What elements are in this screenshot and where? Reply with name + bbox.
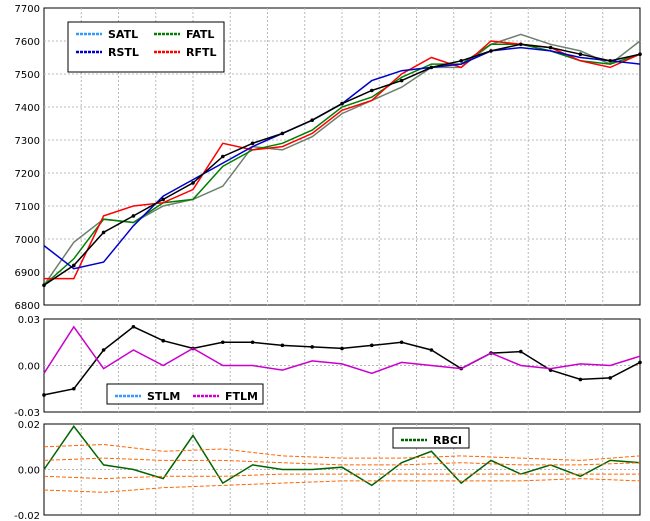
oscillator-y-tick-label: 0.03 <box>18 315 40 326</box>
price-series-price <box>43 33 641 286</box>
price-y-tick-label: 7200 <box>15 169 40 180</box>
price-point-satl <box>310 118 315 122</box>
rbci-y-tick-label: 0.02 <box>18 420 40 431</box>
oscillator-legend-box <box>106 383 264 405</box>
price-point-satl <box>459 59 464 63</box>
oscillator-point-stlm <box>250 340 255 345</box>
oscillator-point-stlm <box>340 346 344 351</box>
oscillator-point-stlm <box>221 340 225 345</box>
oscillator-point-stlm <box>42 393 46 397</box>
rbci-series-rbci <box>43 425 641 487</box>
price-y-tick-label: 6900 <box>15 268 40 279</box>
price-point-satl <box>608 59 612 63</box>
price-point-satl <box>489 49 493 53</box>
oscillator-point-stlm <box>280 343 285 348</box>
oscillator-panel: 0.03 0.00 -0.03 STLM FTLM <box>14 315 642 419</box>
price-y-tick-label: 7400 <box>15 103 40 114</box>
oscillator-point-stlm <box>101 348 106 352</box>
oscillator-y-tick-label: 0.00 <box>18 362 40 373</box>
oscillator-point-stlm <box>638 360 642 365</box>
price-y-tick-label: 7600 <box>15 37 40 48</box>
price-y-tick-label: 6800 <box>15 301 40 312</box>
price-y-tick-label: 7000 <box>15 235 40 246</box>
price-point-satl <box>519 42 523 47</box>
rbci-series-band-2 <box>43 457 641 466</box>
oscillator-point-stlm <box>429 348 434 352</box>
price-y-tick-label: 7100 <box>15 202 40 213</box>
price-point-satl <box>340 101 344 106</box>
price-legend-label-satl: SATL <box>108 28 138 41</box>
price-point-satl <box>638 52 642 56</box>
price-legend-label-rftl: RFTL <box>186 46 217 59</box>
price-point-satl <box>370 88 374 93</box>
oscillator-point-stlm <box>310 345 315 349</box>
price-y-tick-label: 7500 <box>15 70 40 81</box>
oscillator-legend-label-ftlm: FTLM <box>225 390 258 403</box>
rbci-y-tick-label: 0.00 <box>18 466 40 477</box>
oscillator-legend-label-stlm: STLM <box>147 390 180 403</box>
oscillator-point-stlm <box>608 376 612 380</box>
rbci-y-tick-label: -0.02 <box>14 511 40 521</box>
rbci-series-band-3 <box>43 473 640 480</box>
rbci-series-band-1 <box>43 443 641 461</box>
price-legend-label-fatl: FATL <box>186 28 214 41</box>
price-point-satl <box>161 197 165 202</box>
rbci-series-band-4 <box>43 478 641 493</box>
price-point-satl <box>221 154 225 159</box>
rbci-legend-label-rbci: RBCI <box>433 434 462 447</box>
price-point-satl <box>72 263 76 268</box>
rbci-panel: 0.02 0.00 -0.02 RBCI <box>14 420 641 521</box>
price-y-tick-label: 7700 <box>15 4 40 15</box>
oscillator-series-ftlm <box>43 325 641 375</box>
price-point-satl <box>548 45 553 50</box>
oscillator-point-stlm <box>72 386 76 391</box>
oscillator-point-stlm <box>578 377 583 382</box>
oscillator-point-stlm <box>131 324 136 329</box>
price-point-satl <box>578 52 583 56</box>
price-point-satl <box>280 131 285 136</box>
oscillator-point-stlm <box>161 338 165 343</box>
rbci-legend-box <box>392 427 470 449</box>
price-panel: 7700 7600 7500 7400 7300 7200 7100 7000 6900 6800… <box>15 4 642 312</box>
oscillator-point-stlm <box>399 340 404 345</box>
price-point-satl <box>399 78 404 83</box>
price-point-satl <box>191 181 195 185</box>
price-legend-box <box>67 21 225 73</box>
oscillator-point-stlm <box>370 343 374 348</box>
price-y-tick-label: 7300 <box>15 136 40 147</box>
price-legend-label-rstl: RSTL <box>108 46 139 59</box>
oscillator-point-stlm <box>519 349 523 354</box>
oscillator-y-tick-label: -0.03 <box>14 408 40 419</box>
price-point-satl <box>101 230 106 235</box>
price-point-satl <box>250 141 255 146</box>
price-point-satl <box>131 214 136 218</box>
price-point-satl <box>42 283 46 288</box>
price-point-satl <box>429 65 434 70</box>
